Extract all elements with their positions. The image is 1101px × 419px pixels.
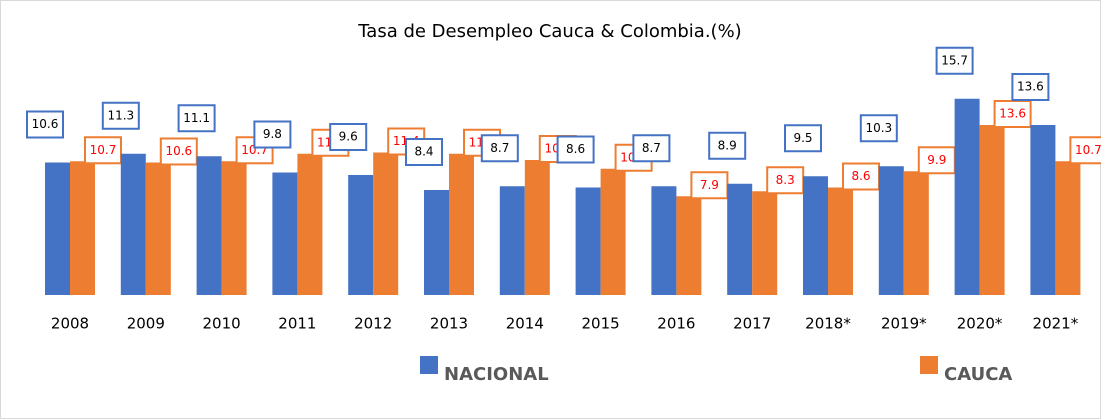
data-label-box xyxy=(1011,73,1050,101)
x-tick-label: 2011 xyxy=(278,315,316,333)
data-label: 11.3 xyxy=(107,108,134,122)
bar xyxy=(272,172,298,295)
data-label: 8.3 xyxy=(776,173,795,187)
x-tick-label: 2015 xyxy=(582,315,620,333)
bar xyxy=(373,152,399,295)
data-label-box xyxy=(917,146,956,175)
chart-title: Tasa de Desempleo Cauca & Colombia.(%) xyxy=(357,21,741,42)
data-label-box xyxy=(784,124,822,153)
x-tick-label: 2013 xyxy=(430,315,468,333)
legend-label: NACIONAL xyxy=(444,364,549,385)
data-label: 7.9 xyxy=(700,178,719,192)
legend-swatch xyxy=(920,356,938,374)
bar xyxy=(803,176,828,295)
data-label: 13.6 xyxy=(1017,80,1044,94)
bar xyxy=(499,186,525,295)
data-label: 9.9 xyxy=(927,153,946,167)
data-label: 8.9 xyxy=(718,138,737,152)
data-label-box xyxy=(556,135,595,164)
data-label-box xyxy=(159,137,198,166)
bar xyxy=(221,161,247,295)
data-label-box xyxy=(84,136,122,165)
data-label-box xyxy=(253,120,292,149)
data-label-box xyxy=(26,110,64,139)
bar xyxy=(45,162,70,295)
data-label: 10.7 xyxy=(90,143,117,157)
data-label: 8.7 xyxy=(490,141,509,155)
bar xyxy=(1055,161,1081,295)
bar xyxy=(600,168,626,295)
x-tick-label: 2021* xyxy=(1033,315,1079,333)
bar xyxy=(120,153,146,295)
bar xyxy=(575,187,601,295)
data-label-box xyxy=(329,123,368,151)
legend-swatch xyxy=(420,356,438,374)
x-tick-label: 2018* xyxy=(805,315,851,333)
data-label: 11.1 xyxy=(183,111,210,125)
data-label: 9.5 xyxy=(793,131,812,145)
data-label-box xyxy=(708,131,747,160)
data-label-box xyxy=(177,104,216,133)
x-tick-label: 2014 xyxy=(506,315,544,333)
bar xyxy=(878,166,904,295)
data-label: 8.6 xyxy=(566,142,585,156)
data-label: 10.6 xyxy=(165,144,192,158)
data-label-box xyxy=(480,134,519,163)
bar xyxy=(449,153,474,295)
bar xyxy=(727,183,753,295)
data-label: 8.6 xyxy=(851,169,870,183)
bar xyxy=(424,190,449,295)
data-label: 8.4 xyxy=(414,145,433,159)
x-tick-label: 2009 xyxy=(127,315,165,333)
x-tick-label: 2017 xyxy=(733,315,771,333)
data-label: 9.6 xyxy=(339,130,358,144)
data-label-box xyxy=(405,138,443,166)
data-label-box xyxy=(1069,136,1101,165)
bar xyxy=(651,186,677,295)
data-label-box xyxy=(859,114,898,143)
bar xyxy=(145,162,171,295)
data-label-box xyxy=(993,100,1032,128)
bar xyxy=(979,125,1005,295)
legend-label: CAUCA xyxy=(944,364,1012,385)
x-tick-label: 2019* xyxy=(881,315,927,333)
bar xyxy=(524,160,550,295)
data-label-box xyxy=(632,134,671,163)
data-label-box xyxy=(935,46,974,75)
x-tick-label: 2020* xyxy=(957,315,1003,333)
bar xyxy=(348,175,374,295)
bar xyxy=(752,191,778,295)
data-label: 10.3 xyxy=(865,121,892,135)
bar xyxy=(70,161,95,295)
x-tick-label: 2016 xyxy=(657,315,695,333)
bar xyxy=(903,171,929,295)
bar xyxy=(954,98,980,295)
data-label: 10.7 xyxy=(1075,143,1101,157)
bar xyxy=(196,156,222,295)
bar xyxy=(1030,125,1056,295)
data-label: 15.7 xyxy=(941,53,968,67)
bar xyxy=(297,153,323,295)
data-label: 10.6 xyxy=(32,117,59,131)
data-label: 8.7 xyxy=(642,141,661,155)
data-label-box xyxy=(101,101,140,130)
bar xyxy=(676,196,702,295)
x-tick-label: 2012 xyxy=(354,315,392,333)
data-label-box xyxy=(690,171,729,200)
bar xyxy=(828,187,853,295)
x-tick-label: 2008 xyxy=(51,315,89,333)
data-label: 13.6 xyxy=(999,107,1026,121)
x-tick-label: 2010 xyxy=(203,315,241,333)
data-label: 9.8 xyxy=(263,127,282,141)
